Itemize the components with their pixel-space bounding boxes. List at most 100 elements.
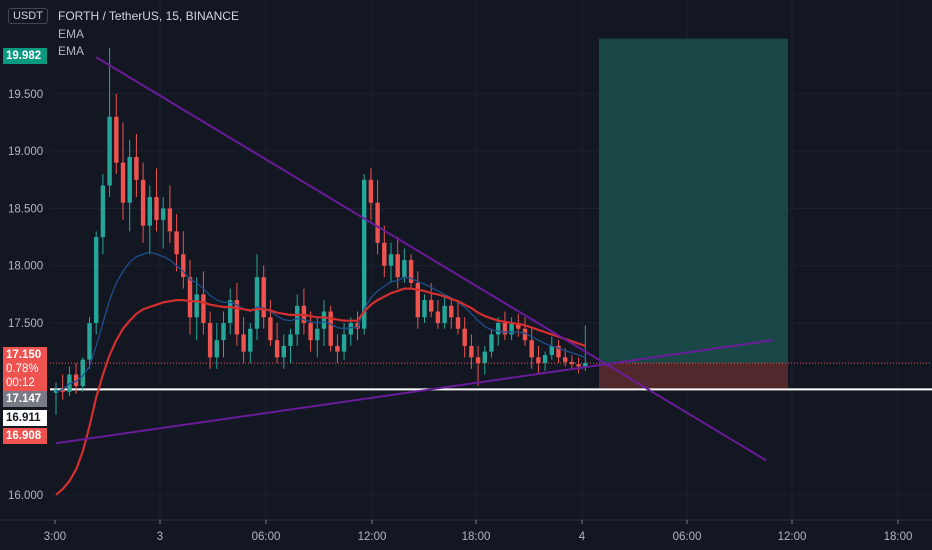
candle-body xyxy=(181,254,186,278)
candle-body xyxy=(221,322,226,341)
price-change-label: 0.78% xyxy=(3,361,47,377)
candle-body xyxy=(576,364,581,367)
time-tick-label: 06:00 xyxy=(252,531,281,543)
candle-body xyxy=(542,355,548,364)
candle-body xyxy=(522,328,528,341)
symbol-title[interactable]: FORTH / TetherUS, 15, BINANCE xyxy=(58,9,239,23)
candle-body xyxy=(100,185,106,238)
horizontal-line-label: 16.911 xyxy=(3,410,47,426)
candle-body xyxy=(402,259,407,278)
candle-body xyxy=(295,305,300,335)
time-tick-label: 3:00 xyxy=(44,531,66,543)
candle-body xyxy=(368,179,374,203)
candle-body xyxy=(73,374,79,386)
candle-body xyxy=(174,231,179,255)
candle-body xyxy=(60,389,65,392)
candle-body xyxy=(94,237,99,323)
stop-price-label: 16.908 xyxy=(3,428,47,444)
price-tick-label: 19.500 xyxy=(8,89,43,101)
candle-body xyxy=(268,317,273,341)
candle-body xyxy=(536,357,541,364)
time-tick-label: 18:00 xyxy=(462,531,491,543)
candle-body xyxy=(274,340,280,358)
candle-body xyxy=(154,196,159,220)
candle-body xyxy=(482,351,487,364)
candle-body xyxy=(429,300,434,312)
position-zones[interactable] xyxy=(599,38,788,389)
candle-body xyxy=(120,162,126,203)
candle-body xyxy=(549,345,554,356)
target-price-label: 19.982 xyxy=(3,48,47,64)
price-tick-label: 17.500 xyxy=(8,318,43,330)
price-tick-label: 16.000 xyxy=(8,490,43,502)
candle-body xyxy=(382,242,387,266)
candle-body xyxy=(214,340,219,358)
candle-body xyxy=(308,322,313,341)
candle-body xyxy=(475,357,481,364)
candle-body xyxy=(422,300,427,318)
time-tick-label: 18:00 xyxy=(884,531,913,543)
candle-body xyxy=(207,322,213,358)
candle-body xyxy=(362,179,367,329)
ema-indicator-label-1[interactable]: EMA xyxy=(58,27,85,41)
candle-body xyxy=(161,208,166,220)
candle-body xyxy=(341,334,347,352)
candle-body xyxy=(281,345,286,358)
time-tick-label: 12:00 xyxy=(358,531,387,543)
stop-loss-zone xyxy=(599,363,788,389)
candle-body xyxy=(234,300,240,335)
candle-body xyxy=(114,116,119,163)
candle-body xyxy=(583,363,588,367)
candle-body xyxy=(194,294,199,318)
ema-lines xyxy=(55,251,586,496)
price-tick-label: 19.000 xyxy=(8,146,43,158)
bar-countdown-label: 00:12 xyxy=(3,375,47,391)
price-axis[interactable]: 16.000 17.500 18.000 18.500 19.000 19.500 xyxy=(8,89,43,502)
price-tick-label: 18.000 xyxy=(8,261,43,273)
candle-body xyxy=(87,322,92,360)
candle-body xyxy=(509,322,514,335)
candle-body xyxy=(328,311,333,346)
candle-body xyxy=(395,254,400,278)
horizontal-lines[interactable] xyxy=(50,362,932,391)
candle-body xyxy=(134,156,139,180)
candle-body xyxy=(435,311,441,323)
current-price-label: 17.150 xyxy=(3,347,47,363)
trendlines[interactable] xyxy=(55,56,774,462)
candle-body xyxy=(187,277,193,318)
ema-indicator-label-2[interactable]: EMA xyxy=(58,44,85,58)
candle-body xyxy=(563,357,568,362)
candle-body xyxy=(388,254,394,266)
candle-body xyxy=(489,334,494,352)
price-tick-label: 18.500 xyxy=(8,203,43,215)
candle-body xyxy=(261,277,266,318)
candle-body xyxy=(469,345,474,358)
candle-body xyxy=(127,156,132,203)
candle-body xyxy=(147,196,152,226)
currency-button[interactable]: USDT xyxy=(8,8,48,24)
candle-body xyxy=(502,322,508,335)
candle-body xyxy=(254,277,260,329)
candle-body xyxy=(107,116,112,186)
candle-body xyxy=(167,208,173,232)
candle-body xyxy=(315,328,320,341)
profit-zone xyxy=(599,38,788,364)
candle-body xyxy=(449,305,454,318)
ema-fast-line xyxy=(55,251,586,393)
candle-body xyxy=(415,282,420,318)
time-axis[interactable]: 3:00 3 06:00 12:00 18:00 4 06:00 12:00 18:00 xyxy=(0,519,932,543)
time-tick-label: 3 xyxy=(157,531,163,543)
ema-slow-line xyxy=(55,287,586,496)
upper-trendline xyxy=(95,56,767,462)
candle-body xyxy=(496,322,501,335)
candle-body xyxy=(241,334,246,352)
candle-body xyxy=(288,334,293,346)
candle-body xyxy=(455,317,461,329)
candle-body xyxy=(321,311,327,329)
candle-body xyxy=(201,294,206,323)
candle-body xyxy=(335,345,340,352)
candle-body xyxy=(228,300,233,323)
candle-body xyxy=(348,322,353,335)
time-tick-label: 4 xyxy=(579,531,586,543)
